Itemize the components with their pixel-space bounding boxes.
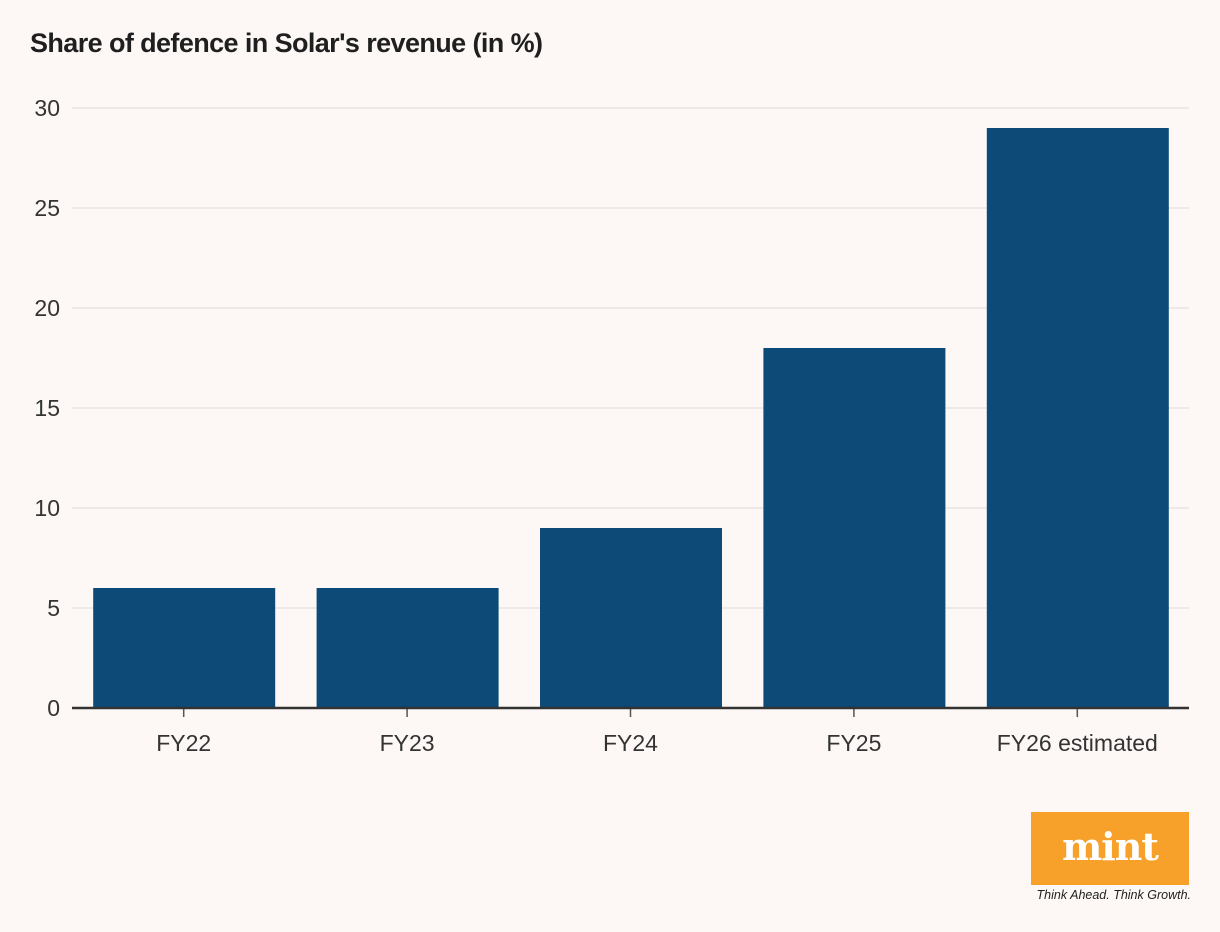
bar-fy22 [93,588,276,708]
chart-title: Share of defence in Solar's revenue (in … [30,28,543,58]
logo-text: mint [1062,824,1159,869]
x-tick-label: FY26 estimated [997,730,1158,756]
tagline: Think Ahead. Think Growth. [1036,888,1191,902]
bar-fy24 [540,528,722,708]
bar-fy26-estimated [986,128,1169,708]
y-tick-label: 5 [47,595,60,621]
y-tick-label: 20 [34,295,60,321]
x-tick-label: FY24 [603,730,658,756]
x-tick-label: FY25 [826,730,881,756]
y-tick-label: 10 [34,495,60,521]
y-tick-label: 25 [34,195,60,221]
bar-fy23 [316,588,499,708]
y-tick-label: 15 [34,395,60,421]
x-tick-label: FY22 [156,730,211,756]
bar-fy25 [763,348,946,708]
bar-chart: 0 5 10 15 20 25 30 FY22 FY23 FY24 FY25 FY26 estimat… [34,95,1189,756]
y-tick-label: 30 [34,95,60,121]
x-tick-label: FY23 [380,730,435,756]
mint-logo: mint [1031,812,1189,885]
y-tick-label: 0 [47,695,60,721]
